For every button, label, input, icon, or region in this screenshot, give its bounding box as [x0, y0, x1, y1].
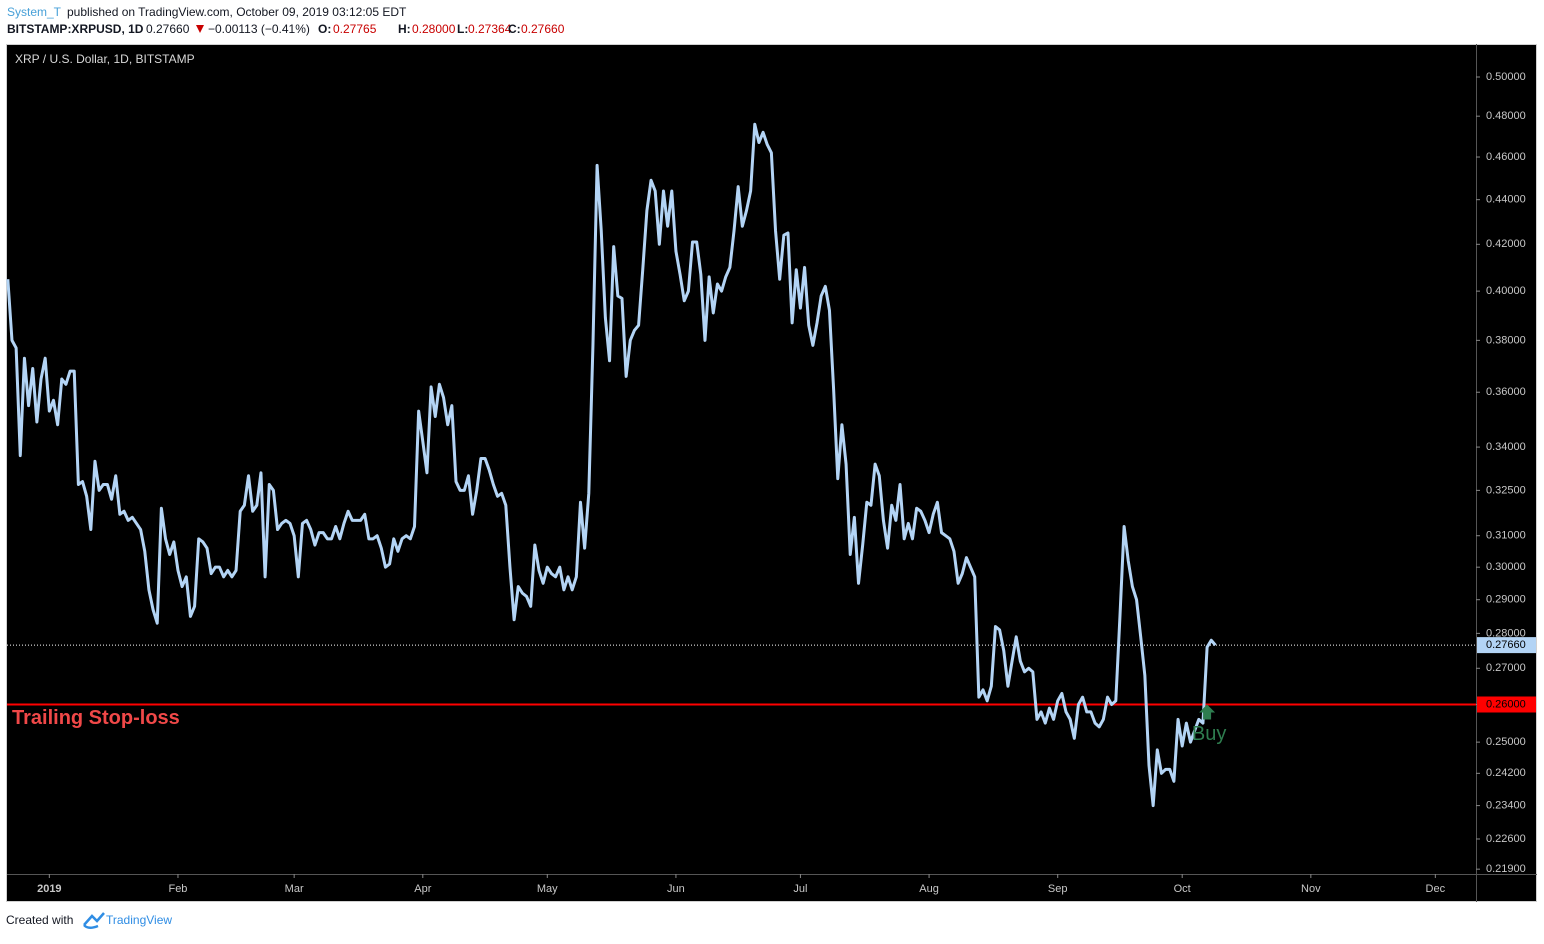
- x-tick-label: Sep: [1048, 883, 1068, 895]
- price-line: [6, 122, 1217, 808]
- y-tick-label: 0.50000: [1486, 71, 1526, 83]
- ohlc-label: H:: [398, 22, 411, 36]
- y-tick-label: 0.34000: [1486, 441, 1526, 453]
- last-price-box: [1477, 637, 1536, 654]
- stop-loss-text: Trailing Stop-loss: [12, 707, 180, 729]
- buy-arrow: [1199, 704, 1216, 720]
- y-tick-label: 0.21900: [1486, 863, 1526, 875]
- x-tick-label: Feb: [168, 883, 187, 895]
- y-tick-label: 0.42000: [1486, 238, 1526, 250]
- change: −0.00113 (−0.41%): [208, 22, 310, 36]
- y-tick-label: 0.27000: [1486, 662, 1526, 674]
- y-tick-label: 0.30000: [1486, 561, 1526, 573]
- stop-loss-axis-box: [1477, 696, 1536, 713]
- y-tick-label: 0.29000: [1486, 594, 1526, 606]
- y-tick-label: 0.23400: [1486, 800, 1526, 812]
- ohlc-value: 0.28000: [412, 22, 456, 36]
- y-tick-label: 0.25000: [1486, 736, 1526, 748]
- symbol: BITSTAMP:XRPUSD, 1D: [7, 22, 144, 36]
- y-tick-label: 0.28000: [1486, 627, 1526, 639]
- x-tick-label: Oct: [1174, 883, 1191, 895]
- stop-loss-axis-label: 0.26000: [1486, 698, 1526, 710]
- y-tick-label: 0.24200: [1486, 767, 1526, 779]
- ohlc-label: L:: [457, 22, 468, 36]
- ohlc-value: 0.27765: [333, 22, 377, 36]
- footer-brand[interactable]: TradingView: [106, 913, 172, 927]
- x-tick-label: May: [537, 883, 558, 895]
- x-tick-label: Dec: [1426, 883, 1446, 895]
- last-price: 0.27660: [146, 22, 190, 36]
- buy-label: Buy: [1192, 723, 1226, 745]
- x-tick-label: Mar: [285, 883, 304, 895]
- x-tick-label: Apr: [414, 883, 431, 895]
- y-tick-label: 0.32500: [1486, 484, 1526, 496]
- y-tick-label: 0.40000: [1486, 285, 1526, 297]
- x-tick-label: Aug: [919, 883, 939, 895]
- published: published on TradingView.com, October 09…: [67, 5, 407, 19]
- y-tick-label: 0.36000: [1486, 386, 1526, 398]
- chart: XRP / U.S. Dollar, 1D, BITSTAMP 0.50000 0…: [6, 44, 1537, 902]
- x-tick-label: Jul: [793, 883, 807, 895]
- logo: [83, 912, 105, 929]
- y-tick-label: 0.22600: [1486, 833, 1526, 845]
- y-tick-label: 0.31000: [1486, 530, 1526, 542]
- y-tick-label: 0.48000: [1486, 110, 1526, 122]
- footer-text: Created with: [6, 913, 73, 927]
- x-tick-label: 2019: [37, 883, 61, 895]
- y-tick-label: 0.44000: [1486, 194, 1526, 206]
- author[interactable]: System_T: [7, 5, 62, 19]
- ohlc-value: 0.27660: [521, 22, 565, 36]
- ohlc-label: C:: [508, 22, 521, 36]
- x-tick-label: Jun: [667, 883, 685, 895]
- chart-title: XRP / U.S. Dollar, 1D, BITSTAMP: [15, 52, 195, 66]
- ohlc-value: 0.27364: [468, 22, 512, 36]
- last-price-label: 0.27660: [1486, 639, 1526, 651]
- down-arrow: [196, 25, 204, 33]
- y-tick-label: 0.46000: [1486, 151, 1526, 163]
- ohlc-label: O:: [318, 22, 331, 36]
- x-tick-label: Nov: [1301, 883, 1321, 895]
- y-tick-label: 0.38000: [1486, 334, 1526, 346]
